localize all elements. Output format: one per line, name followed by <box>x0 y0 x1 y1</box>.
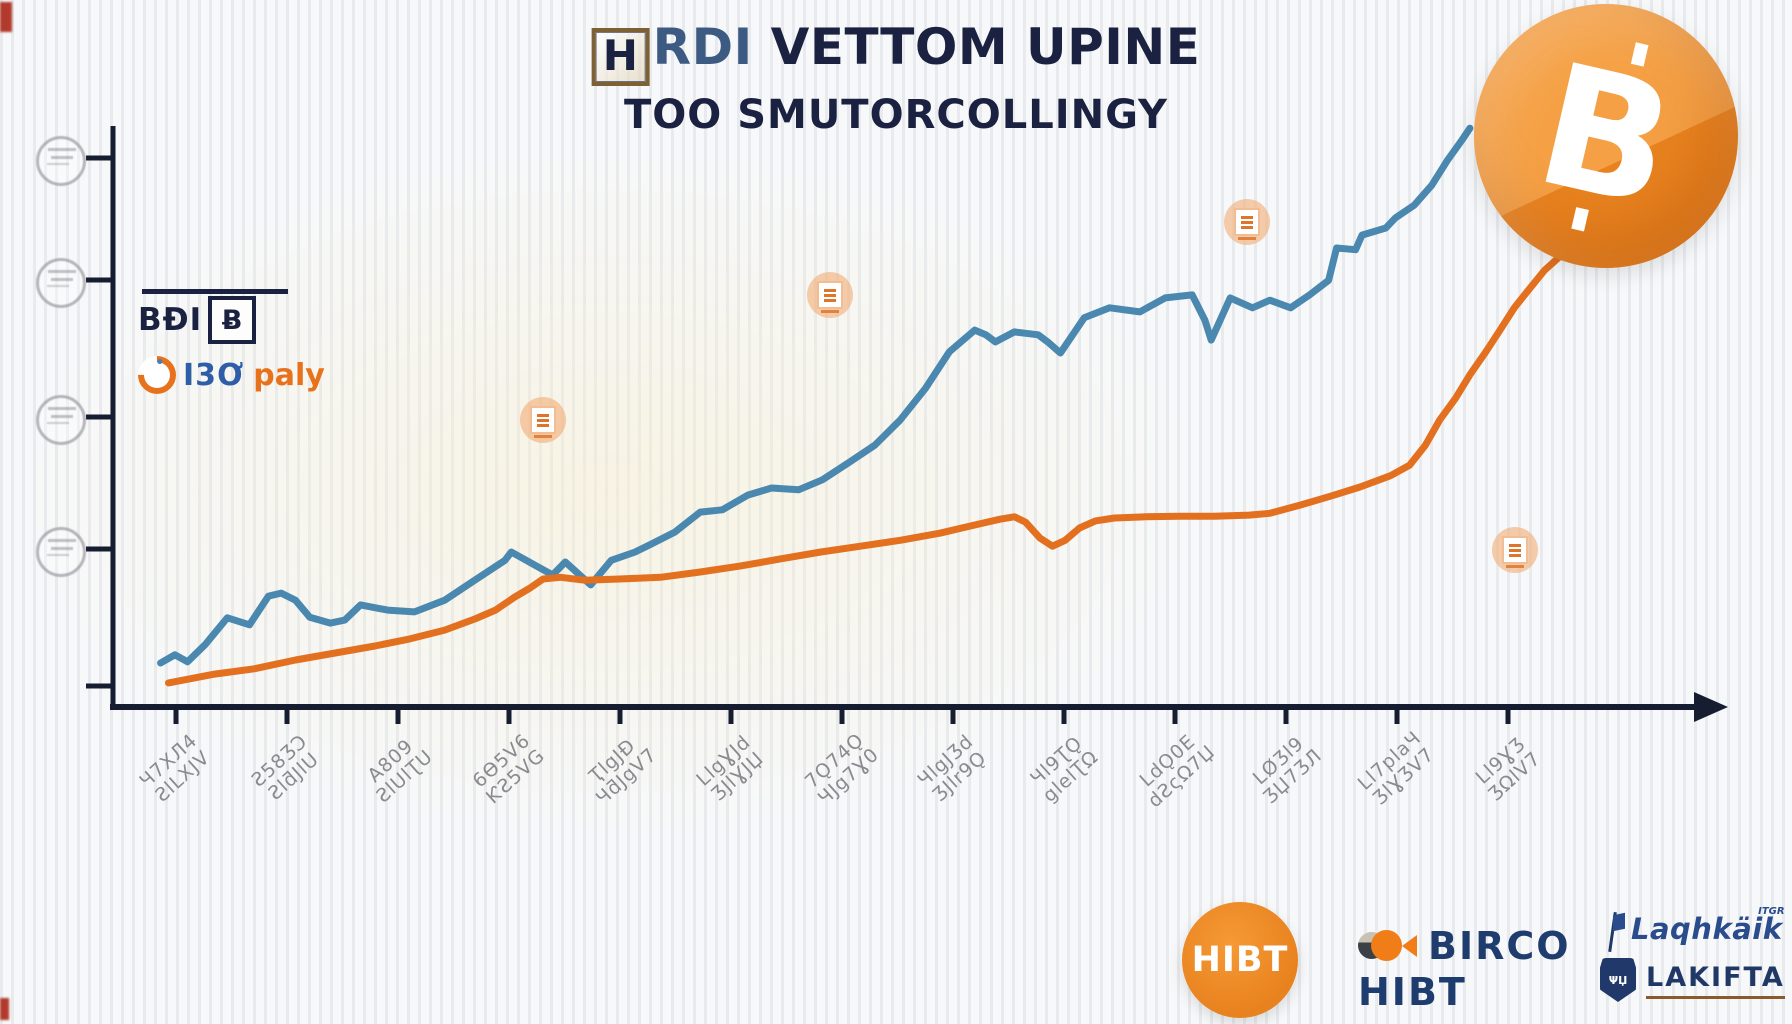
i30paly-ring-icon <box>130 348 184 402</box>
brand-h-logo: H <box>591 28 650 86</box>
legend-item-bdi: BĐI Ƀ <box>138 289 325 344</box>
series-line-i30paly <box>165 234 1602 687</box>
legend-bdi-label: BĐI <box>138 302 203 338</box>
hibt-circle-label: HIBT <box>1191 940 1289 980</box>
lakifta-logo: ΨЏ LAKIFTA <box>1600 958 1785 1002</box>
legend-paly-label: paly <box>253 357 325 393</box>
chart-badge-icon <box>1492 527 1538 573</box>
series-line-bdi <box>157 124 1474 667</box>
flag-icon <box>1608 912 1626 952</box>
title-line1-rest: VETTOM UPINE <box>752 18 1201 76</box>
title-block: H RDI VETTOM UPINE TOO SMUTORCOLLINGY <box>591 18 1201 138</box>
coin-stamp-icon <box>36 527 86 577</box>
brand-h-letter: H <box>602 31 639 80</box>
chart-badge-icon <box>1224 199 1270 245</box>
laqkaik-logo: Laqhkäik ITGR <box>1608 906 1785 952</box>
lakifta-label: LAKIFTA <box>1646 962 1785 999</box>
corner-artifact-bottom <box>0 998 9 1020</box>
chart-badge-icon <box>807 272 853 318</box>
bitcoin-box-icon: Ƀ <box>208 296 257 344</box>
page-title: H RDI VETTOM UPINE <box>591 18 1201 86</box>
bitcoin-box-glyph: Ƀ <box>221 304 243 336</box>
chart-series <box>157 124 1602 687</box>
page-subtitle: TOO SMUTORCOLLINGY <box>623 92 1168 138</box>
legend-i30-label: I3Ơ <box>183 357 245 393</box>
birco-hibt-logo: BIRCO HIBT <box>1358 924 1571 1014</box>
hibt-circle-logo: HIBT <box>1182 902 1298 1018</box>
bitcoin-b-letter: B <box>1521 26 1691 246</box>
chart-legend: BĐI Ƀ I3Ơ paly <box>130 289 325 402</box>
title-line1-accent: RDI <box>652 18 753 76</box>
legend-item-i30paly: I3Ơ paly <box>130 348 325 402</box>
coin-stamp-icon <box>36 258 86 308</box>
bitcoin-coin-logo: B <box>1474 4 1738 268</box>
laqkaik-sup-label: ITGR <box>1758 906 1785 917</box>
coin-stamp-icon <box>36 136 86 186</box>
fish-icon <box>1358 929 1418 963</box>
laqkaik-label: Laqhkäik ITGR <box>1631 906 1785 946</box>
birco-hibt-label: HIBT <box>1358 970 1467 1014</box>
bitcoin-b-icon: B <box>1522 26 1691 246</box>
axis-ticks <box>86 155 1511 724</box>
crest-icon: ΨЏ <box>1600 958 1636 1002</box>
x-axis-arrow-icon <box>1694 692 1728 722</box>
corner-artifact-top <box>0 2 12 32</box>
chart-badge-icon <box>520 397 566 443</box>
coin-stamp-icon <box>36 395 86 445</box>
birco-label: BIRCO <box>1428 924 1571 968</box>
